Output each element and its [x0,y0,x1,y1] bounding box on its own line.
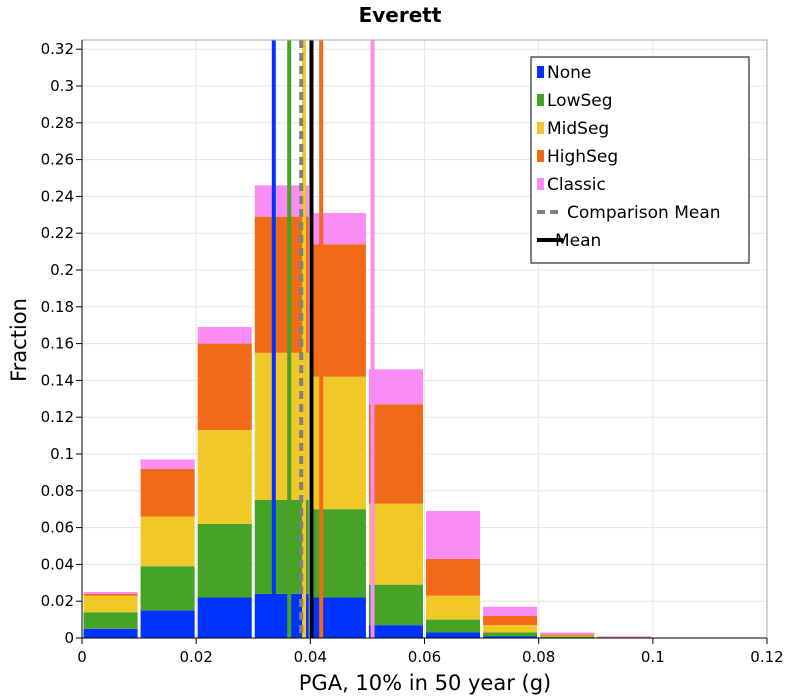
legend-box [530,56,750,264]
bar-segment-highseg [140,468,195,517]
bar-segment-midseg [83,595,138,613]
bar-segment-classic [483,606,538,616]
bar-segment-lowseg [483,632,538,637]
mean-lines [271,40,375,638]
bar-segment-highseg [197,343,252,431]
legend-label-comparison-mean: Comparison Mean [567,203,721,223]
legend-swatch-classic [537,178,544,190]
y-tick-label: 0.04 [41,555,74,573]
bar-segment-midseg [426,595,481,620]
bar-segment-midseg [140,516,195,567]
bar-segment-highseg [483,615,538,626]
bar-segment-none [83,628,138,638]
x-tick-label: 0.06 [408,648,441,666]
chart-title: Everett [359,3,442,27]
bar-segment-lowseg [368,584,423,626]
legend-label-lowseg: LowSeg [547,91,613,111]
x-tick-label: 0.1 [641,648,665,666]
axes: 0 0.02 0.04 0.06 0.08 0.1 0.12 0.14 0.16 0.18 0.2 0… [41,40,784,666]
bar-segment-highseg [426,558,481,596]
bar-segment-classic [426,511,481,559]
bar-segment-none [140,610,195,638]
bar-segment-classic [540,632,595,635]
x-tick-label: 0 [77,648,87,666]
x-tick-label: 0.08 [522,648,555,666]
bar-segment-lowseg [426,619,481,633]
y-tick-label: 0.1 [50,445,74,463]
bar-segment-lowseg [197,523,252,598]
bar-segment-highseg [83,593,138,596]
legend-swatch-midseg [537,122,544,134]
legend-label-classic: Classic [547,175,606,195]
y-tick-label: 0.18 [41,298,74,316]
y-tick-label: 0.16 [41,335,74,353]
bar-segment-classic [140,459,195,469]
bar-segment-classic [83,592,138,594]
x-tick-label: 0.04 [294,648,327,666]
bar-segment-classic [597,636,652,638]
legend-label-mean: Mean [555,231,601,251]
y-tick-label: 0.2 [50,261,74,279]
bar-segment-midseg [540,635,595,637]
legend-swatch-lowseg [537,94,544,106]
legend: None LowSeg MidSeg HighSeg Classic Comparison… [530,56,750,264]
bar-segment-none [197,597,252,638]
x-tick-label: 0.02 [179,648,212,666]
bar-segment-highseg [368,404,423,504]
x-axis-title: PGA, 10% in 50 year (g) [299,671,551,695]
bar-segment-classic [368,369,423,405]
bar-segment-none [368,625,423,638]
bar-segment-midseg [254,352,309,500]
y-tick-label: 0 [64,629,74,647]
bar-segment-lowseg [83,612,138,629]
y-axis-title: Fraction [7,298,31,382]
bar-segment-classic [197,327,252,344]
y-tick-label: 0.28 [41,114,74,132]
bar-segment-none [483,636,538,638]
legend-label-none: None [547,63,591,83]
legend-label-midseg: MidSeg [547,119,609,139]
y-tick-label: 0.24 [41,187,74,205]
bar-segment-midseg [197,430,252,524]
bar-segment-lowseg [540,636,595,638]
y-tick-label: 0.32 [41,40,74,58]
bar-segment-none [426,632,481,638]
legend-swatch-highseg [537,150,544,162]
x-tick-label: 0.12 [750,648,783,666]
legend-label-highseg: HighSeg [547,147,618,167]
y-tick-label: 0.08 [41,482,74,500]
bar-segment-lowseg [140,566,195,611]
y-tick-label: 0.02 [41,592,74,610]
y-tick-label: 0.12 [41,408,74,426]
y-tick-label: 0.26 [41,151,74,169]
y-tick-label: 0.06 [41,519,74,537]
bar-segment-midseg [368,503,423,585]
y-tick-label: 0.3 [50,77,74,95]
bar-segment-highseg [540,634,595,636]
legend-swatch-none [537,66,544,78]
y-tick-label: 0.14 [41,371,74,389]
y-tick-label: 0.22 [41,224,74,242]
bar-segment-midseg [483,625,538,633]
